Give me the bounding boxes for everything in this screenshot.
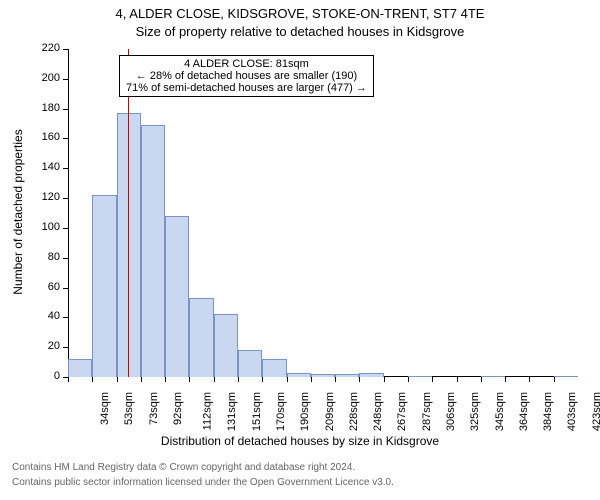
y-tick-label: 200	[0, 72, 60, 84]
x-tick	[505, 377, 506, 382]
x-tick	[384, 377, 385, 382]
y-tick	[63, 109, 68, 110]
y-tick	[63, 49, 68, 50]
x-tick-label: 131sqm	[227, 392, 239, 431]
x-tick-label: 53sqm	[123, 392, 135, 425]
annotation-line1: 4 ALDER CLOSE: 81sqm	[126, 58, 367, 70]
x-tick	[141, 377, 142, 382]
x-tick	[92, 377, 93, 382]
x-tick-label: 267sqm	[397, 392, 409, 431]
x-tick-label: 403sqm	[567, 392, 579, 431]
x-tick-label: 364sqm	[518, 392, 530, 431]
histogram-bar	[262, 359, 286, 377]
x-axis-title: Distribution of detached houses by size …	[0, 434, 600, 448]
x-tick-label: 112sqm	[201, 392, 213, 430]
x-tick	[554, 377, 555, 382]
annotation-line3: 71% of semi-detached houses are larger (…	[126, 82, 367, 94]
x-tick	[189, 377, 190, 382]
y-tick-label: 60	[0, 281, 60, 293]
x-tick-label: 228sqm	[348, 392, 360, 431]
property-marker-line	[128, 49, 129, 377]
y-tick	[63, 347, 68, 348]
histogram-bar	[554, 376, 578, 377]
footer-line1: Contains HM Land Registry data © Crown c…	[0, 462, 355, 473]
y-tick-label: 140	[0, 161, 60, 173]
x-tick	[335, 377, 336, 382]
y-axis-title: Number of detached properties	[11, 129, 25, 294]
y-tick-label: 20	[0, 340, 60, 352]
y-tick	[63, 168, 68, 169]
y-tick	[63, 317, 68, 318]
y-tick-label: 160	[0, 131, 60, 143]
histogram-bar	[214, 314, 238, 377]
x-tick-label: 73sqm	[148, 392, 160, 425]
x-tick	[529, 377, 530, 382]
y-axis-line	[68, 49, 69, 377]
x-tick-label: 423sqm	[591, 392, 600, 431]
x-tick	[311, 377, 312, 382]
y-tick	[63, 138, 68, 139]
histogram-bar	[165, 216, 189, 377]
x-tick-label: 248sqm	[372, 392, 384, 431]
y-tick	[63, 228, 68, 229]
y-tick-label: 180	[0, 102, 60, 114]
histogram-bar	[141, 125, 165, 377]
histogram-bar	[238, 350, 262, 377]
chart-container: 4, ALDER CLOSE, KIDSGROVE, STOKE-ON-TREN…	[0, 0, 600, 500]
x-tick-label: 209sqm	[324, 392, 336, 431]
histogram-bar	[68, 359, 92, 377]
y-tick	[63, 288, 68, 289]
histogram-bar	[287, 373, 311, 377]
x-tick-label: 325sqm	[469, 392, 481, 431]
y-tick	[63, 79, 68, 80]
plot-area	[68, 48, 578, 377]
x-tick	[287, 377, 288, 382]
y-tick-label: 40	[0, 310, 60, 322]
x-tick	[262, 377, 263, 382]
x-tick	[165, 377, 166, 382]
chart-title-line2: Size of property relative to detached ho…	[0, 24, 600, 39]
histogram-bar	[311, 374, 335, 377]
x-tick	[214, 377, 215, 382]
y-tick	[63, 258, 68, 259]
x-tick-label: 384sqm	[542, 392, 554, 431]
x-tick-label: 170sqm	[275, 392, 287, 431]
histogram-bar	[92, 195, 116, 377]
histogram-bar	[408, 376, 432, 377]
histogram-bar	[359, 373, 383, 377]
y-tick	[63, 198, 68, 199]
x-tick-label: 287sqm	[421, 392, 433, 431]
histogram-bar	[481, 376, 505, 377]
x-tick	[408, 377, 409, 382]
histogram-bar	[335, 374, 359, 377]
x-tick	[457, 377, 458, 382]
annotation-box: 4 ALDER CLOSE: 81sqm← 28% of detached ho…	[119, 55, 374, 97]
footer-line2: Contains public sector information licen…	[0, 477, 394, 488]
x-tick	[432, 377, 433, 382]
x-tick-label: 92sqm	[172, 392, 184, 425]
annotation-line2: ← 28% of detached houses are smaller (19…	[126, 70, 367, 82]
x-tick-label: 34sqm	[99, 392, 111, 425]
x-tick-label: 151sqm	[251, 392, 263, 431]
x-tick-label: 306sqm	[445, 392, 457, 431]
x-tick	[68, 377, 69, 382]
x-tick	[359, 377, 360, 382]
histogram-bar	[189, 298, 213, 377]
y-tick-label: 220	[0, 42, 60, 54]
y-tick-label: 80	[0, 251, 60, 263]
x-tick-label: 190sqm	[299, 392, 311, 431]
x-tick	[238, 377, 239, 382]
y-tick-label: 120	[0, 191, 60, 203]
x-tick	[481, 377, 482, 382]
y-tick-label: 0	[0, 370, 60, 382]
x-tick	[117, 377, 118, 382]
chart-title-line1: 4, ALDER CLOSE, KIDSGROVE, STOKE-ON-TREN…	[0, 6, 600, 21]
y-tick-label: 100	[0, 221, 60, 233]
x-tick-label: 345sqm	[494, 392, 506, 431]
